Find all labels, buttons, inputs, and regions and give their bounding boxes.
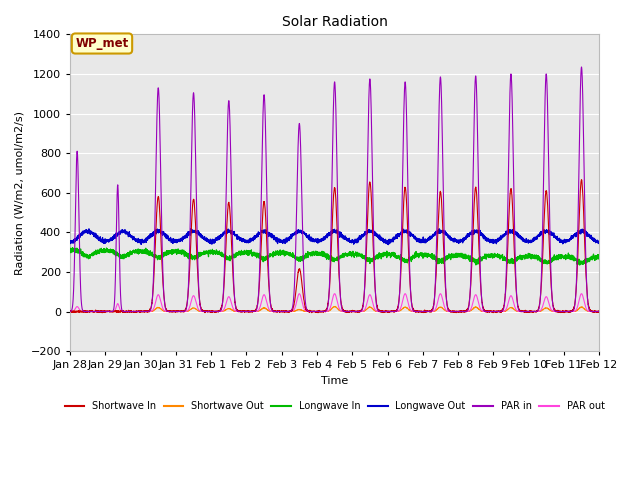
Legend: Shortwave In, Shortwave Out, Longwave In, Longwave Out, PAR in, PAR out: Shortwave In, Shortwave Out, Longwave In…	[61, 397, 609, 415]
Text: WP_met: WP_met	[76, 37, 129, 50]
Title: Solar Radiation: Solar Radiation	[282, 15, 388, 29]
X-axis label: Time: Time	[321, 376, 348, 386]
Y-axis label: Radiation (W/m2, umol/m2/s): Radiation (W/m2, umol/m2/s)	[15, 111, 25, 275]
